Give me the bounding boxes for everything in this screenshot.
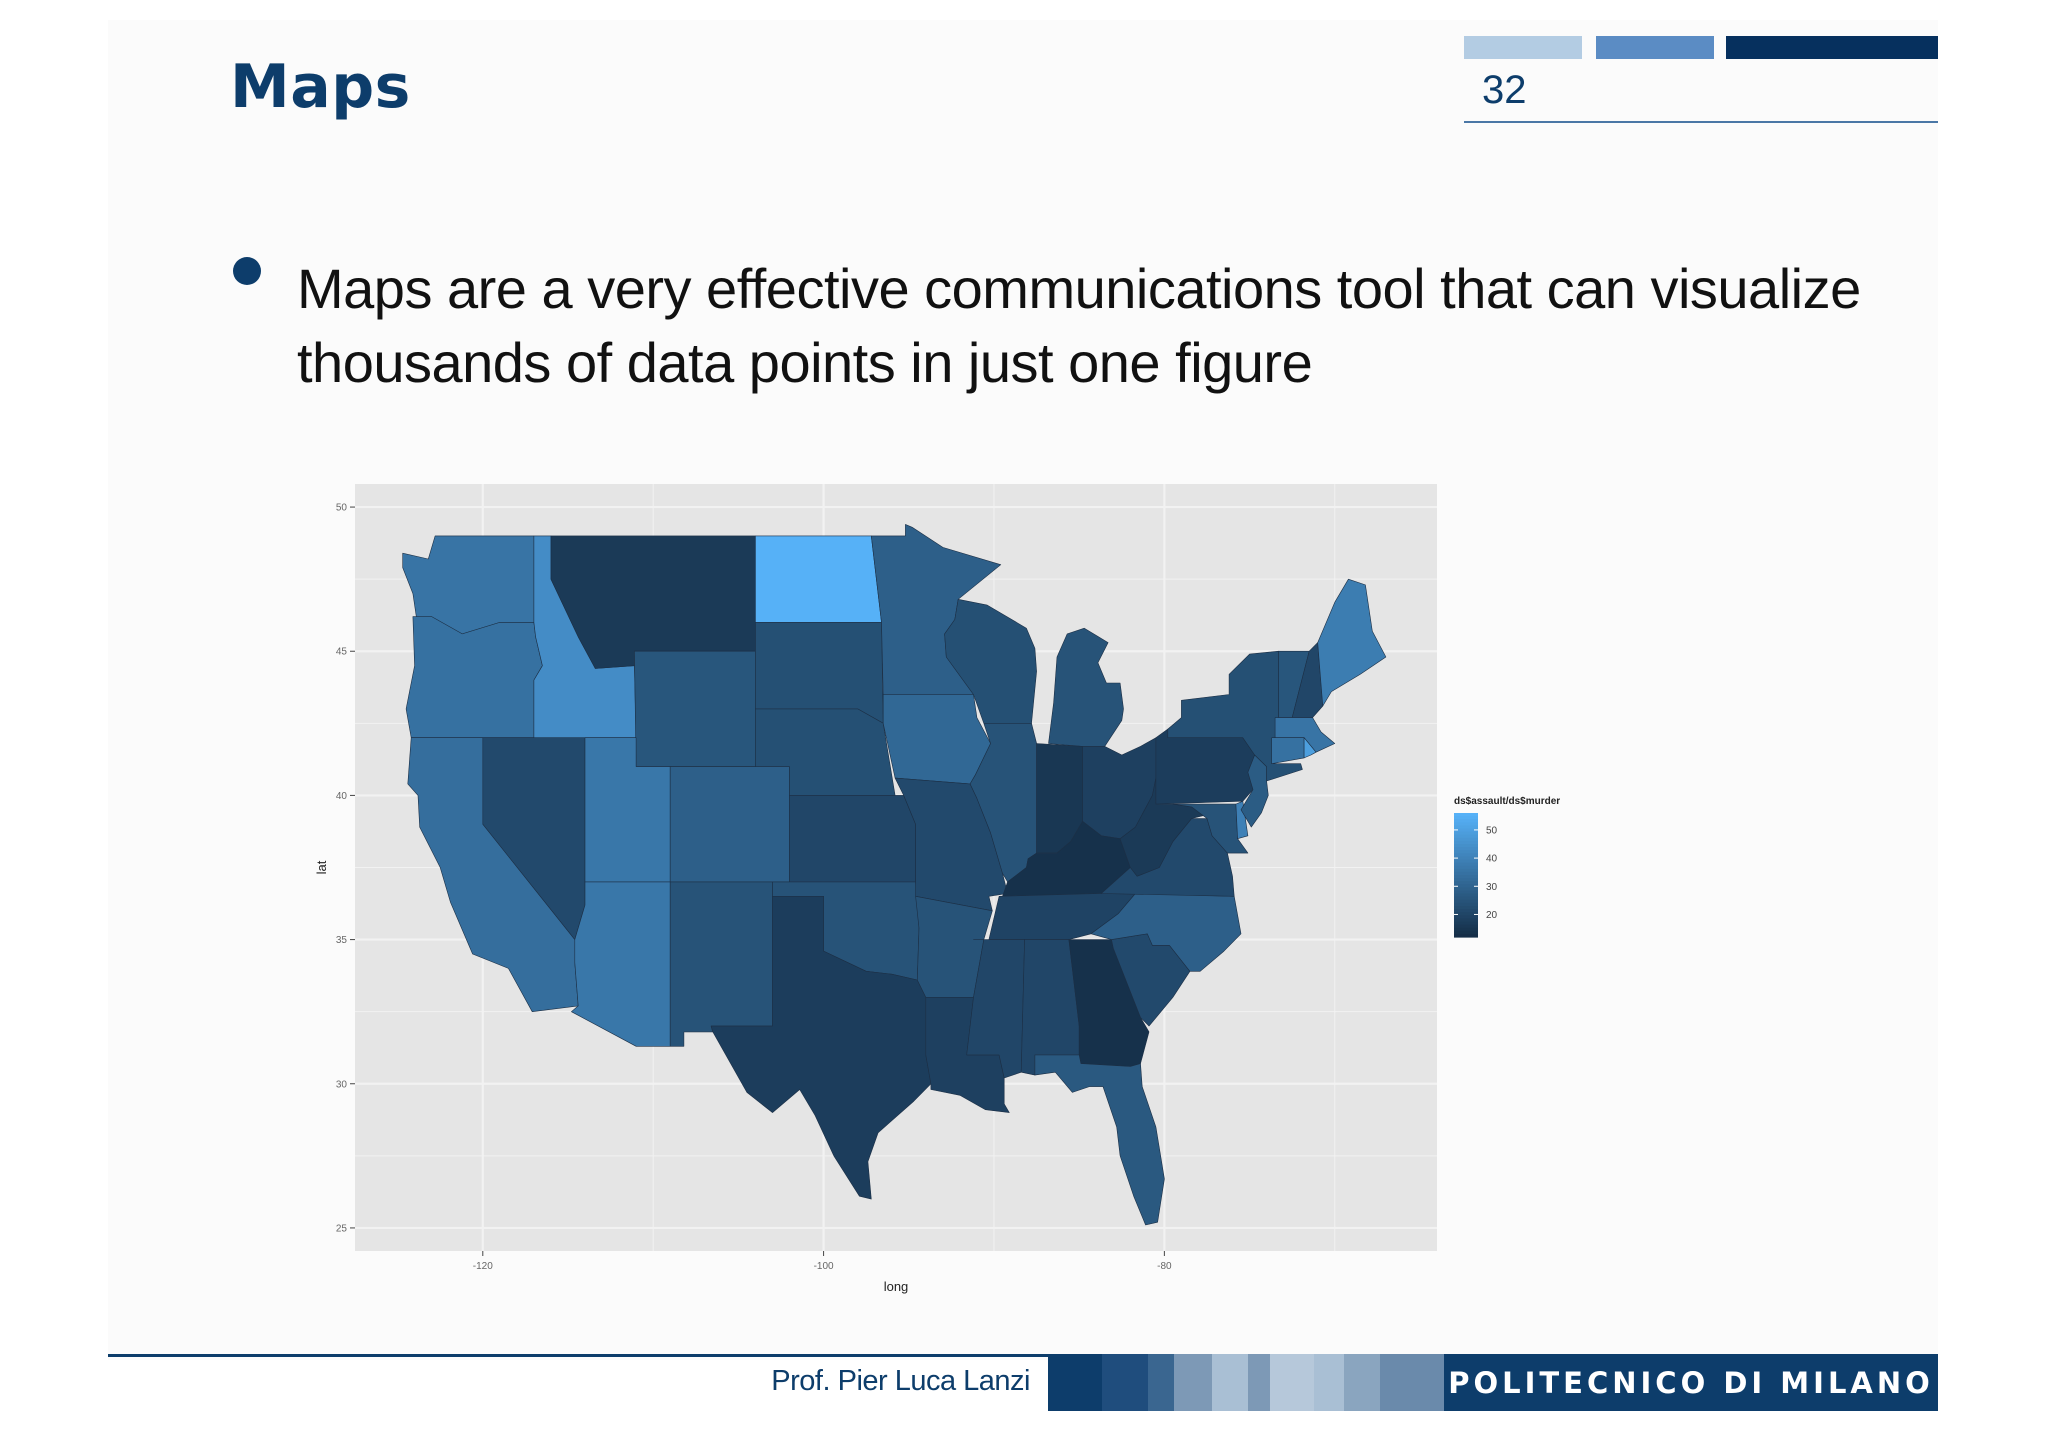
footer-stripes [1048,1354,1444,1411]
legend-gradient-step [1454,899,1478,904]
y-tick-label: 40 [336,791,348,802]
y-tick-label: 35 [336,935,348,946]
state-texas [710,895,932,1200]
state-delaware [1235,800,1249,840]
legend-gradient-step [1454,816,1478,820]
legend-tick-label: 30 [1486,882,1498,893]
state-iowa [882,694,991,785]
y-tick-label: 25 [336,1223,348,1234]
legend-gradient-step [1454,825,1478,830]
legend-gradient-step [1454,828,1478,833]
legend-gradient-step [1454,909,1478,913]
x-axis-label: long [884,1279,909,1294]
state-maine [1317,578,1387,707]
page-number: 32 [1482,68,1527,112]
state-oregon [405,616,543,739]
state-new-hampshire [1291,642,1324,718]
y-tick-label: 30 [336,1079,348,1090]
legend-gradient-step [1454,850,1478,854]
legend-gradient-step [1454,831,1478,836]
footer-rule [108,1354,1048,1357]
legend-gradient-step [1454,847,1478,851]
y-tick-label: 45 [336,647,348,658]
state-rhode-island [1303,737,1317,759]
legend-gradient-step [1454,853,1478,857]
bullet-icon [233,257,261,285]
legend-gradient-step [1454,844,1478,848]
legend-gradient-step [1454,878,1478,882]
state-michigan [1048,627,1124,747]
legend-gradient-step [1454,822,1478,826]
legend-gradient-step [1454,906,1478,910]
state-kansas [789,795,916,883]
legend-gradient-step [1454,927,1478,932]
legend-gradient-step [1454,834,1478,839]
state-florida [1034,1054,1165,1226]
legend-tick-label: 50 [1486,825,1498,836]
slide-title: Maps [230,52,411,122]
institution-logo-text: POLITECNICO DI MILANO [1444,1354,1938,1411]
legend-gradient-step [1454,875,1478,879]
legend-gradient-step [1454,887,1478,892]
legend-gradient-step [1454,840,1478,845]
header-deco-bar-dark [1726,36,1938,59]
state-south-dakota [755,622,884,724]
legend-gradient-step [1454,933,1478,938]
state-new-mexico [669,881,773,1047]
legend-gradient-step [1454,837,1478,842]
states-layer [402,524,1387,1226]
legend-title: ds$assault/ds$murder [1454,796,1560,807]
header-rule [1464,121,1938,123]
legend-gradient-step [1454,902,1478,907]
legend-gradient-step [1454,915,1478,919]
axes: -120 -100 -80 25 30 35 40 45 50 long lat [314,503,1172,1294]
legend-gradient-step [1454,893,1478,898]
state-pennsylvania [1155,728,1255,805]
legend-gradient-step [1454,881,1478,885]
legend-gradient-step [1454,884,1478,888]
legend-gradient-step [1454,865,1478,870]
y-tick-label: 50 [336,503,348,514]
state-colorado [669,766,790,883]
footer-author: Prof. Pier Luca Lanzi [771,1365,1030,1397]
legend-gradient-step [1454,912,1478,916]
x-tick-label: -80 [1157,1261,1172,1272]
legend: ds$assault/ds$murder 20 30 40 50 [1454,796,1560,938]
legend-gradient-step [1454,819,1478,823]
legend-gradient-step [1454,862,1478,867]
legend-gradient-step [1454,868,1478,873]
legend-gradient-step [1454,871,1478,876]
legend-gradient-step [1454,921,1478,926]
x-tick-label: -120 [473,1261,493,1272]
state-arizona [571,881,671,1047]
legend-gradient-step [1454,896,1478,901]
state-wyoming [634,650,756,767]
header-deco-bar-mid [1596,36,1714,59]
bullet-text: Maps are a very effective communications… [297,257,1861,394]
legend-gradient-step [1454,890,1478,895]
legend-gradient-step [1454,859,1478,864]
state-north-dakota [755,535,882,623]
legend-gradient-step [1454,930,1478,935]
legend-gradient-step [1454,856,1478,861]
legend-gradient-step [1454,924,1478,929]
y-axis-label: lat [314,860,329,874]
x-tick-label: -100 [814,1261,834,1272]
header-deco-bar-light [1464,36,1582,59]
legend-gradient-step [1454,918,1478,923]
legend-tick-label: 40 [1486,854,1498,865]
legend-gradient-step [1454,813,1478,817]
legend-tick-label: 20 [1486,910,1498,921]
